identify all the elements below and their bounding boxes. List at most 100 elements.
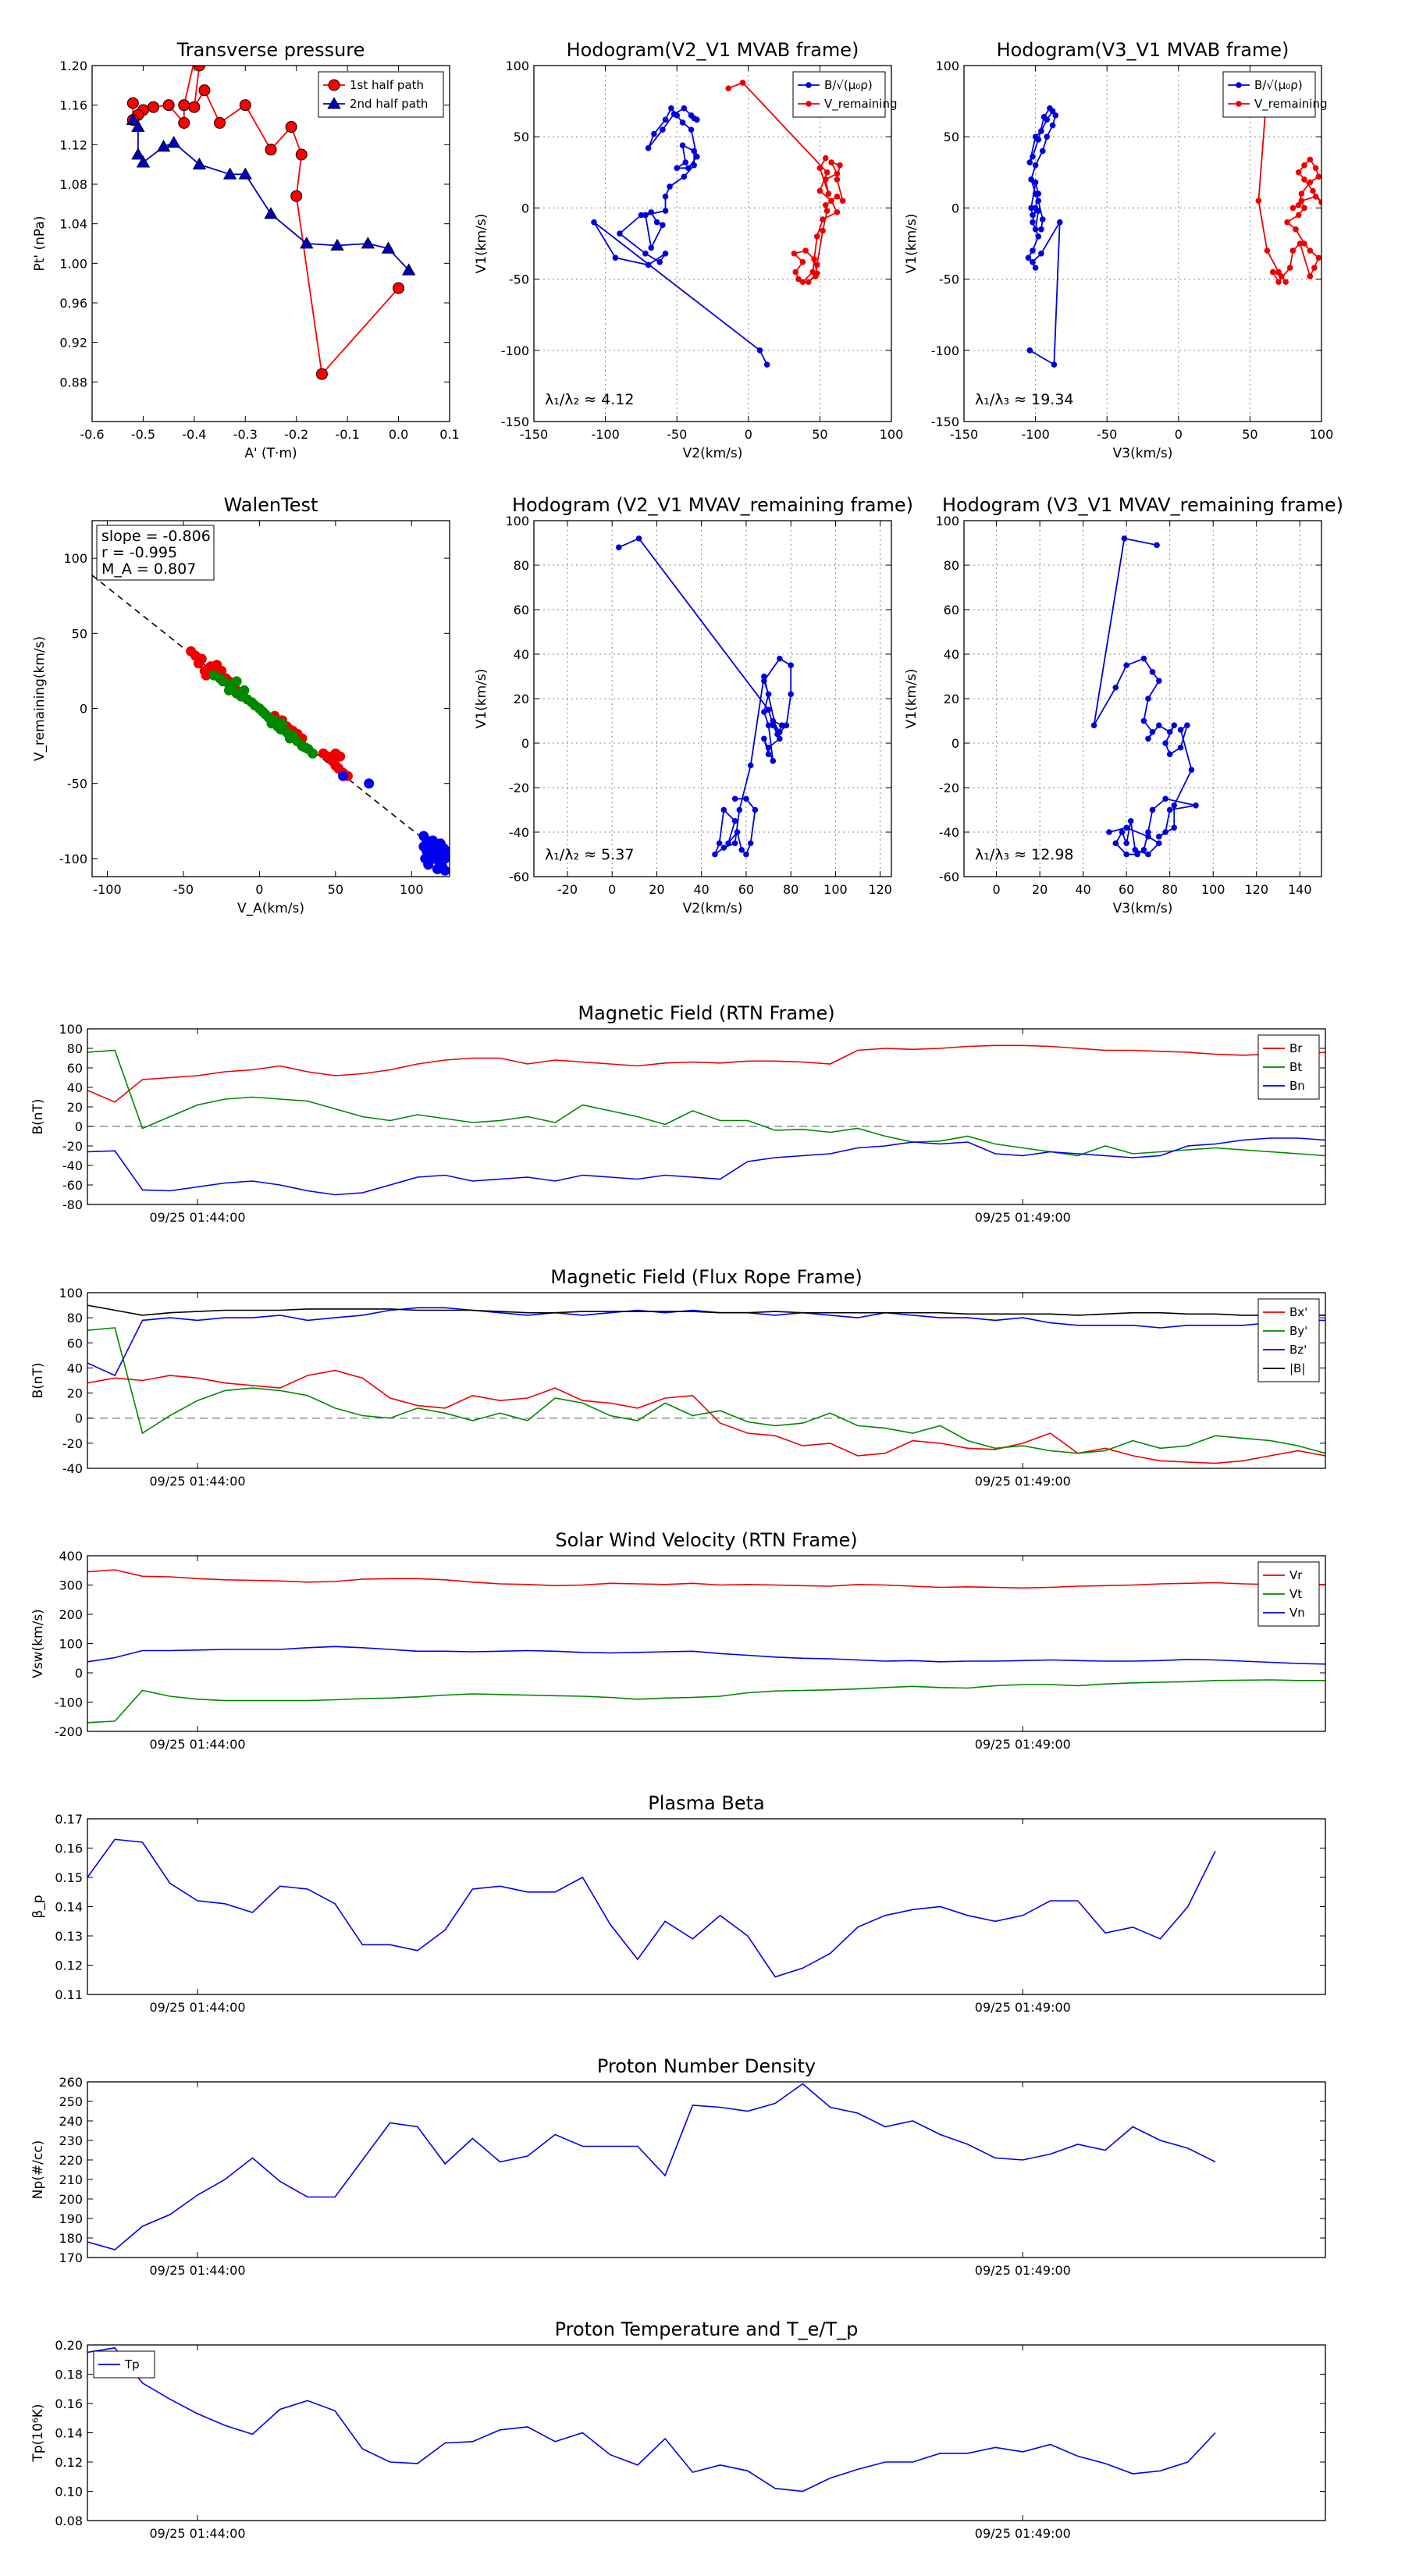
legend-label: B/√(μ₀ρ) xyxy=(824,78,873,92)
axes-frame xyxy=(87,2081,1326,2258)
data-point xyxy=(192,157,207,170)
legend-label: Tp xyxy=(124,2357,140,2371)
data-point xyxy=(1149,728,1156,735)
data-point xyxy=(1038,250,1044,257)
y-tick-label: 60 xyxy=(67,1061,83,1076)
data-point xyxy=(694,116,700,123)
y-tick-label: -100 xyxy=(931,343,959,358)
data-point xyxy=(295,148,308,161)
data-point xyxy=(1030,247,1036,254)
data-point xyxy=(761,709,767,715)
data-point xyxy=(828,197,834,205)
y-tick-label: 0.10 xyxy=(55,2485,83,2500)
x-tick-label: 20 xyxy=(649,882,664,897)
legend-box xyxy=(1257,1298,1320,1382)
y-tick-label: 60 xyxy=(944,603,959,617)
data-point xyxy=(813,273,819,279)
data-point xyxy=(1193,802,1199,809)
data-point xyxy=(834,194,841,200)
data-point xyxy=(591,219,597,226)
axes-frame xyxy=(533,520,892,877)
panel-tp: Proton Temperature and T_e/T_p 09/25 01:4… xyxy=(30,2318,1326,2541)
legend-box xyxy=(792,71,886,118)
data-point xyxy=(1318,199,1321,205)
data-point xyxy=(1032,265,1039,271)
data-point xyxy=(761,673,767,680)
x-tick-label: 80 xyxy=(1162,882,1178,897)
data-point xyxy=(148,101,160,113)
axes-frame xyxy=(87,2344,1326,2521)
y-axis-label: B(nT) xyxy=(30,1362,46,1398)
series-line-By' xyxy=(87,1327,1325,1454)
y-tick-label: 1.08 xyxy=(59,177,87,192)
data-point xyxy=(1119,829,1126,835)
data-point xyxy=(834,209,841,215)
data-point xyxy=(662,208,669,214)
legend: B/√(μ₀ρ) V_remaining xyxy=(792,71,898,118)
y-tick-label: -60 xyxy=(509,870,529,884)
data-point xyxy=(761,678,767,684)
data-point xyxy=(1310,187,1316,194)
data-point xyxy=(285,121,297,133)
data-point xyxy=(196,653,207,664)
y-tick-label: -40 xyxy=(62,1461,83,1476)
data-point xyxy=(1032,162,1039,169)
data-point xyxy=(725,85,731,91)
data-point xyxy=(734,829,741,835)
x-tick-label: 09/25 01:44:00 xyxy=(149,1737,245,1752)
legend-label: Vn xyxy=(1289,1606,1305,1620)
y-tick-label: 0.14 xyxy=(55,2426,83,2441)
plot-area xyxy=(87,2083,1216,2250)
data-point xyxy=(1286,265,1293,271)
data-point xyxy=(1030,212,1036,219)
data-point xyxy=(648,244,655,251)
y-tick-label: -40 xyxy=(509,825,529,840)
x-tick-label: 50 xyxy=(1242,427,1257,442)
series-line-|B| xyxy=(87,1304,1325,1316)
data-point xyxy=(1052,112,1059,119)
data-point xyxy=(756,347,763,354)
y-tick-label: 80 xyxy=(944,558,959,573)
y-tick-label: 100 xyxy=(59,1022,83,1037)
y-axis-label: B(nT) xyxy=(30,1098,46,1134)
data-point xyxy=(783,722,790,728)
legend-label: Br xyxy=(1289,1041,1303,1055)
legend: Br Bt Bn xyxy=(1257,1034,1320,1100)
data-point xyxy=(743,795,749,802)
series-line-Br xyxy=(87,1044,1325,1103)
data-point xyxy=(823,169,831,176)
data-point xyxy=(214,116,226,129)
data-point xyxy=(1145,735,1151,742)
data-point xyxy=(1121,535,1128,542)
plot-area xyxy=(87,1838,1216,1978)
y-tick-label: 0.16 xyxy=(55,2396,83,2411)
y-tick-label: 400 xyxy=(59,1549,83,1564)
data-point xyxy=(418,841,429,852)
data-point xyxy=(1293,226,1299,233)
data-point xyxy=(300,237,314,249)
data-point xyxy=(166,135,181,148)
y-tick-label: 100 xyxy=(935,514,959,528)
data-point xyxy=(216,665,227,676)
legend-label: Vt xyxy=(1289,1587,1302,1601)
stats-line: M_A = 0.807 xyxy=(101,560,196,578)
y-tick-label: 40 xyxy=(514,647,529,662)
data-point xyxy=(1044,116,1051,123)
data-point xyxy=(420,853,431,864)
data-point xyxy=(131,119,145,132)
y-tick-label: 80 xyxy=(514,558,529,573)
y-tick-label: 0.18 xyxy=(55,2368,83,2382)
legend-label: B/√(μ₀ρ) xyxy=(1254,78,1303,92)
y-tick-label: 0 xyxy=(521,201,529,215)
x-tick-label: -150 xyxy=(520,427,548,442)
data-point xyxy=(802,247,809,254)
y-tick-label: 0.20 xyxy=(55,2338,83,2353)
data-point xyxy=(1284,219,1290,226)
y-tick-label: 1.20 xyxy=(59,59,87,73)
data-point xyxy=(820,227,826,234)
x-axis-label: V2(km/s) xyxy=(683,446,743,461)
data-point xyxy=(1177,744,1184,751)
data-point xyxy=(638,212,645,219)
legend-label: 1st half path xyxy=(350,78,424,92)
